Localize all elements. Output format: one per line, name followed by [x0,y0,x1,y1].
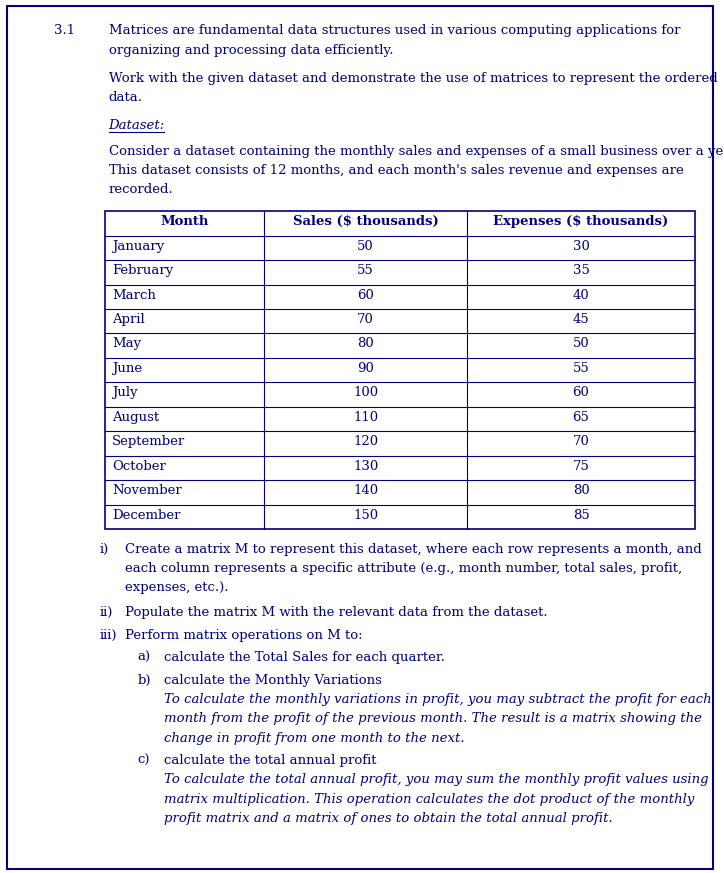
Text: data.: data. [109,91,143,104]
Text: month from the profit of the previous month. The result is a matrix showing the: month from the profit of the previous mo… [164,712,702,725]
Text: To calculate the total annual profit, you may sum the monthly profit values usin: To calculate the total annual profit, yo… [164,773,709,787]
Text: each column represents a specific attribute (e.g., month number, total sales, pr: each column represents a specific attrib… [125,562,682,575]
Text: Work with the given dataset and demonstrate the use of matrices to represent the: Work with the given dataset and demonstr… [109,72,717,85]
Text: December: December [112,509,181,521]
Text: 150: 150 [353,509,378,521]
Text: 35: 35 [573,265,589,277]
Text: 55: 55 [357,265,374,277]
Text: 30: 30 [573,240,589,252]
Text: February: February [112,265,174,277]
Text: ii): ii) [100,606,113,619]
Text: July: July [112,387,138,399]
Text: To calculate the monthly variations in profit, you may subtract the profit for e: To calculate the monthly variations in p… [164,693,712,706]
Text: 60: 60 [357,289,374,301]
Text: 55: 55 [573,362,589,375]
Text: 85: 85 [573,509,589,521]
Text: 40: 40 [573,289,589,301]
Text: October: October [112,460,166,472]
Text: organizing and processing data efficiently.: organizing and processing data efficient… [109,44,393,57]
Text: 90: 90 [357,362,374,375]
Text: Dataset:: Dataset: [109,119,165,132]
Text: 75: 75 [573,460,589,472]
Text: a): a) [138,651,151,664]
Text: 70: 70 [357,313,374,326]
Text: 110: 110 [353,411,378,423]
Text: Sales ($ thousands): Sales ($ thousands) [292,216,439,228]
Text: 60: 60 [573,387,589,399]
Text: Consider a dataset containing the monthly sales and expenses of a small business: Consider a dataset containing the monthl… [109,145,724,158]
Text: Expenses ($ thousands): Expenses ($ thousands) [493,216,669,228]
Text: 80: 80 [573,485,589,497]
Text: September: September [112,436,185,448]
Text: April: April [112,313,145,326]
Text: 130: 130 [353,460,378,472]
Text: Matrices are fundamental data structures used in various computing applications : Matrices are fundamental data structures… [109,24,680,38]
Text: 45: 45 [573,313,589,326]
Text: 50: 50 [357,240,374,252]
Text: calculate the Monthly Variations: calculate the Monthly Variations [164,674,382,687]
Text: 50: 50 [573,338,589,350]
Text: c): c) [138,754,150,767]
Text: iii): iii) [100,629,117,642]
Text: 120: 120 [353,436,378,448]
Text: 80: 80 [357,338,374,350]
Text: May: May [112,338,141,350]
Text: 65: 65 [573,411,589,423]
Text: matrix multiplication. This operation calculates the dot product of the monthly: matrix multiplication. This operation ca… [164,793,695,806]
Text: 140: 140 [353,485,378,497]
Text: Populate the matrix M with the relevant data from the dataset.: Populate the matrix M with the relevant … [125,606,547,619]
Text: Month: Month [161,216,209,228]
Text: calculate the Total Sales for each quarter.: calculate the Total Sales for each quart… [164,651,445,664]
Text: August: August [112,411,159,423]
Text: June: June [112,362,143,375]
Text: b): b) [138,674,151,687]
Text: 100: 100 [353,387,378,399]
Text: November: November [112,485,182,497]
Text: January: January [112,240,164,252]
Text: recorded.: recorded. [109,183,173,196]
Text: March: March [112,289,156,301]
Text: 70: 70 [573,436,589,448]
Text: Perform matrix operations on M to:: Perform matrix operations on M to: [125,629,362,642]
Text: This dataset consists of 12 months, and each month's sales revenue and expenses : This dataset consists of 12 months, and … [109,164,683,177]
Text: calculate the total annual profit: calculate the total annual profit [164,754,377,767]
Text: change in profit from one month to the next.: change in profit from one month to the n… [164,732,465,745]
Text: profit matrix and a matrix of ones to obtain the total annual profit.: profit matrix and a matrix of ones to ob… [164,812,613,825]
Text: 3.1: 3.1 [54,24,75,38]
Text: Create a matrix M to represent this dataset, where each row represents a month, : Create a matrix M to represent this data… [125,543,702,556]
Text: expenses, etc.).: expenses, etc.). [125,581,228,595]
Text: i): i) [100,543,109,556]
